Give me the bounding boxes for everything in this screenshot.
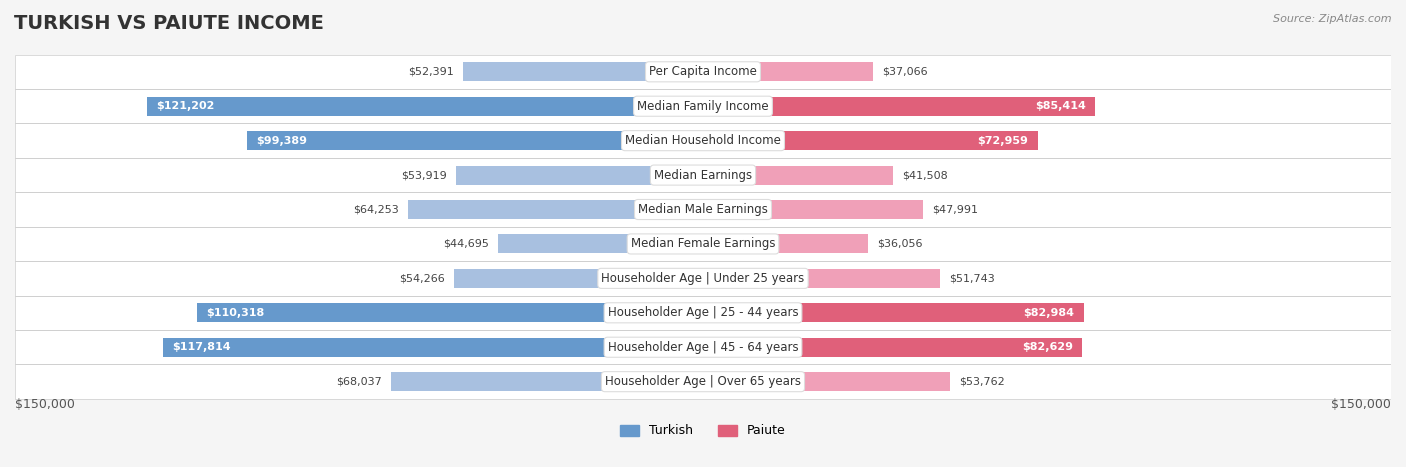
Text: $99,389: $99,389 xyxy=(256,135,308,146)
Text: $54,266: $54,266 xyxy=(399,273,444,283)
Bar xyxy=(15,89,1391,123)
Bar xyxy=(15,123,1391,158)
Text: $41,508: $41,508 xyxy=(903,170,948,180)
Bar xyxy=(197,304,703,322)
Text: Median Household Income: Median Household Income xyxy=(626,134,780,147)
Bar xyxy=(15,55,1391,89)
Bar xyxy=(15,364,1391,399)
Text: $82,984: $82,984 xyxy=(1024,308,1074,318)
Bar xyxy=(703,372,949,391)
Bar xyxy=(15,261,1391,296)
Bar xyxy=(408,200,703,219)
Bar xyxy=(15,226,1391,261)
Bar xyxy=(15,158,1391,192)
Text: Householder Age | Over 65 years: Householder Age | Over 65 years xyxy=(605,375,801,388)
Bar xyxy=(15,123,1391,158)
Text: Median Female Earnings: Median Female Earnings xyxy=(631,237,775,250)
Bar xyxy=(703,304,1084,322)
Bar xyxy=(456,166,703,184)
Bar xyxy=(15,364,1391,399)
Text: Median Family Income: Median Family Income xyxy=(637,100,769,113)
Bar xyxy=(391,372,703,391)
Text: $82,629: $82,629 xyxy=(1022,342,1073,352)
Bar xyxy=(703,62,873,81)
Bar xyxy=(498,234,703,254)
Text: $53,762: $53,762 xyxy=(959,377,1004,387)
Text: $68,037: $68,037 xyxy=(336,377,382,387)
Text: $121,202: $121,202 xyxy=(156,101,215,111)
Bar xyxy=(15,55,1391,89)
Bar xyxy=(15,158,1391,192)
Text: Householder Age | 25 - 44 years: Householder Age | 25 - 44 years xyxy=(607,306,799,319)
Text: Median Earnings: Median Earnings xyxy=(654,169,752,182)
Text: TURKISH VS PAIUTE INCOME: TURKISH VS PAIUTE INCOME xyxy=(14,14,323,33)
Text: $37,066: $37,066 xyxy=(882,67,928,77)
Bar xyxy=(15,192,1391,226)
Bar xyxy=(703,200,924,219)
Bar xyxy=(463,62,703,81)
Bar xyxy=(454,269,703,288)
Bar xyxy=(703,269,941,288)
Text: $150,000: $150,000 xyxy=(1331,397,1391,410)
Bar xyxy=(703,166,893,184)
Legend: Turkish, Paiute: Turkish, Paiute xyxy=(616,419,790,442)
Text: $53,919: $53,919 xyxy=(401,170,447,180)
Text: $52,391: $52,391 xyxy=(408,67,454,77)
Text: $117,814: $117,814 xyxy=(172,342,231,352)
Bar xyxy=(247,131,703,150)
Text: $36,056: $36,056 xyxy=(877,239,924,249)
Text: $47,991: $47,991 xyxy=(932,205,979,214)
Bar xyxy=(15,330,1391,364)
Bar xyxy=(15,89,1391,123)
Bar xyxy=(15,192,1391,226)
Text: $51,743: $51,743 xyxy=(949,273,995,283)
Text: Householder Age | Under 25 years: Householder Age | Under 25 years xyxy=(602,272,804,285)
Bar xyxy=(15,296,1391,330)
Bar xyxy=(15,261,1391,296)
Text: $44,695: $44,695 xyxy=(443,239,489,249)
Bar xyxy=(703,234,869,254)
Bar xyxy=(15,226,1391,261)
Bar xyxy=(15,330,1391,364)
Text: Householder Age | 45 - 64 years: Householder Age | 45 - 64 years xyxy=(607,341,799,354)
Bar xyxy=(148,97,703,116)
Text: $64,253: $64,253 xyxy=(353,205,399,214)
Bar xyxy=(163,338,703,357)
Text: $150,000: $150,000 xyxy=(15,397,75,410)
Text: $85,414: $85,414 xyxy=(1035,101,1085,111)
Text: $72,959: $72,959 xyxy=(977,135,1028,146)
Text: Median Male Earnings: Median Male Earnings xyxy=(638,203,768,216)
Bar xyxy=(703,131,1038,150)
Text: Per Capita Income: Per Capita Income xyxy=(650,65,756,78)
Bar xyxy=(703,97,1095,116)
Text: $110,318: $110,318 xyxy=(207,308,264,318)
Bar xyxy=(15,296,1391,330)
Text: Source: ZipAtlas.com: Source: ZipAtlas.com xyxy=(1274,14,1392,24)
Bar xyxy=(703,338,1083,357)
